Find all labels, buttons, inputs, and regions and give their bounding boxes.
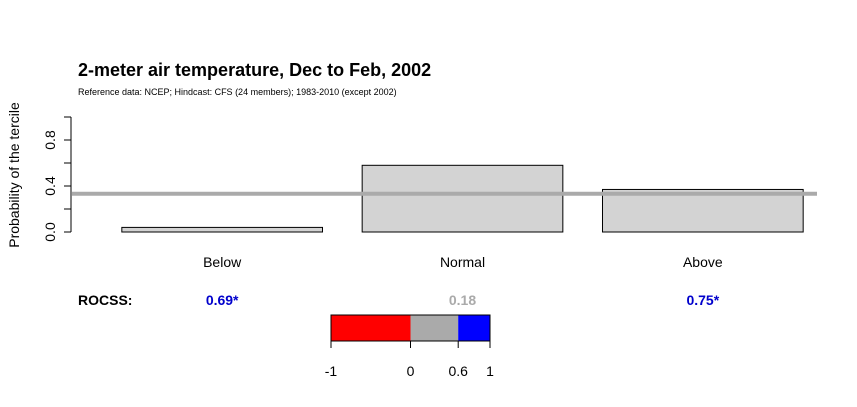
- bars-group: [121, 164, 804, 233]
- colorbar-tick-label: 0.6: [448, 363, 468, 379]
- bar-normal: [361, 164, 564, 233]
- colorbar-tick-label: -1: [325, 363, 338, 379]
- category-label: Above: [683, 254, 723, 270]
- colorbar: -1 0 0.6 1: [325, 314, 494, 379]
- y-tick-label: 0.8: [42, 130, 58, 150]
- y-axis-label: Probability of the tercile: [6, 102, 22, 248]
- y-axis: 0.0 0.4 0.8: [42, 116, 72, 242]
- score-value: 0.69*: [206, 292, 239, 308]
- category-labels: Below Normal Above: [203, 254, 723, 270]
- colorbar-tick-label: 1: [486, 363, 494, 379]
- chart-subtitle: Reference data: NCEP; Hindcast: CFS (24 …: [78, 87, 397, 97]
- bar-above: [601, 188, 804, 233]
- score-value: 0.18: [449, 292, 476, 308]
- chart-title: 2-meter air temperature, Dec to Feb, 200…: [78, 60, 431, 80]
- y-tick-label: 0.0: [42, 222, 58, 242]
- colorbar-segment: [410, 315, 459, 341]
- colorbar-tick-label: 0: [407, 363, 415, 379]
- score-label: ROCSS:: [78, 292, 132, 308]
- bar-below: [121, 226, 324, 233]
- category-label: Normal: [440, 254, 485, 270]
- category-label: Below: [203, 254, 242, 270]
- colorbar-segment: [331, 315, 411, 341]
- score-value: 0.75*: [686, 292, 719, 308]
- colorbar-segment: [458, 315, 490, 341]
- score-values: 0.69* 0.18 0.75*: [206, 292, 720, 308]
- y-tick-label: 0.4: [42, 176, 58, 196]
